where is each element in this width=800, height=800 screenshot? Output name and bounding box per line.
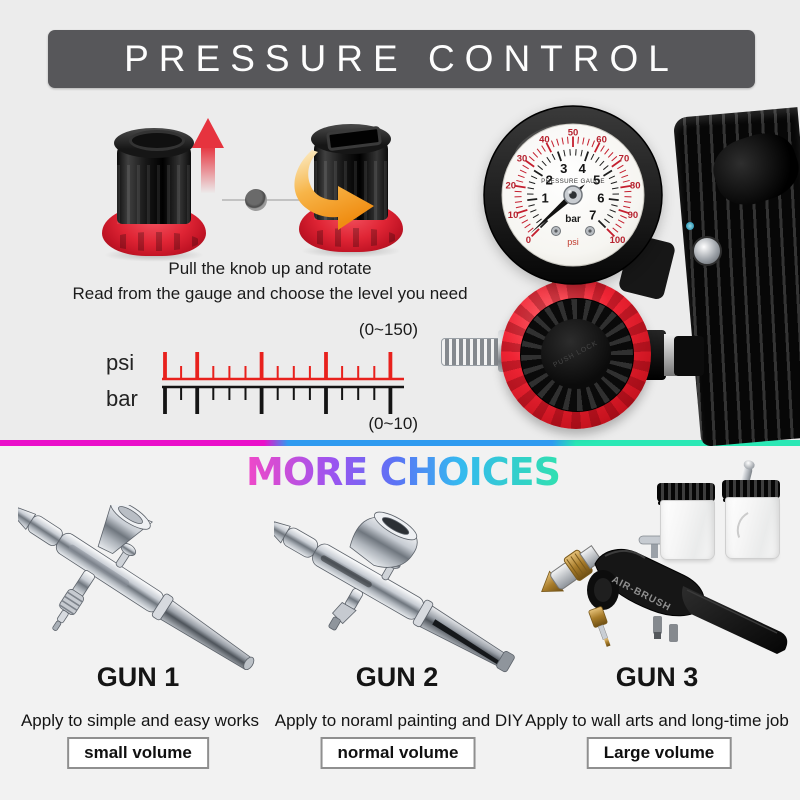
gun-3-name: GUN 3 xyxy=(615,662,699,692)
svg-text:100: 100 xyxy=(610,235,626,246)
connector-line xyxy=(222,199,314,201)
bar-range-label: (0~10) xyxy=(368,414,418,433)
svg-text:6: 6 xyxy=(597,191,604,206)
gradient-divider xyxy=(0,440,800,446)
jar-body xyxy=(725,497,780,559)
svg-text:PRESSURE GAUGE: PRESSURE GAUGE xyxy=(541,178,605,185)
psi-label: psi xyxy=(106,350,135,375)
svg-text:5: 5 xyxy=(593,173,600,188)
knob-top-groove xyxy=(129,130,185,151)
gun-1-image xyxy=(18,505,255,670)
gun-2-name: GUN 2 xyxy=(355,662,439,692)
compressor-screw xyxy=(692,236,722,266)
svg-text:90: 90 xyxy=(628,210,639,221)
svg-text:1: 1 xyxy=(542,191,549,206)
gun-2-image xyxy=(274,511,515,673)
gun-3-volume-tag: Large volume xyxy=(586,737,732,769)
bar-ruler xyxy=(162,385,404,414)
arrow-tail xyxy=(201,146,215,200)
regulator-knob-right xyxy=(299,124,403,258)
gun-3-description: Apply to wall arts and long-time job xyxy=(525,711,789,730)
rotate-arrow-icon xyxy=(294,150,374,230)
gauge-glass-glint xyxy=(514,124,570,160)
page-title: PRESSURE CONTROL xyxy=(124,38,679,79)
gun-1-name: GUN 1 xyxy=(96,662,180,692)
jar-body xyxy=(660,500,715,560)
compressor-glint xyxy=(686,222,694,230)
bar-label: bar xyxy=(106,386,138,411)
instruction-line-1: Pull the knob up and rotate xyxy=(168,259,372,278)
svg-text:7: 7 xyxy=(589,207,596,222)
svg-text:3: 3 xyxy=(560,161,567,176)
arrow-head xyxy=(192,118,224,148)
gauge-dial: 0 10 20 30 40 50 60 70 80 90 100 1 23 45 67 PRESSURE GA… xyxy=(505,128,640,248)
gun-1-volume-tag: small volume xyxy=(67,737,209,769)
gun-2-volume-tag: normal volume xyxy=(320,737,476,769)
header-banner: PRESSURE CONTROL xyxy=(48,30,755,88)
regulator-knob-left xyxy=(102,128,206,262)
connector-dot xyxy=(245,189,267,211)
svg-text:40: 40 xyxy=(539,134,550,145)
gun-3-image: AIR-BRUSH xyxy=(541,535,788,654)
connector-black-hex xyxy=(674,336,704,376)
instruction-line-2: Read from the gauge and choose the level… xyxy=(72,284,468,303)
psi-range-label: (0~150) xyxy=(358,320,418,339)
svg-text:60: 60 xyxy=(596,134,607,145)
svg-text:10: 10 xyxy=(508,210,519,221)
air-outlet-thread xyxy=(441,338,505,366)
more-choices-title: MORE CHOICES xyxy=(246,450,561,494)
svg-text:4: 4 xyxy=(579,161,587,176)
svg-text:20: 20 xyxy=(505,181,516,192)
psi-ruler xyxy=(162,352,404,381)
svg-text:2: 2 xyxy=(546,173,553,188)
pull-up-arrow-icon xyxy=(192,118,224,204)
svg-text:70: 70 xyxy=(619,153,630,164)
svg-text:30: 30 xyxy=(517,153,528,164)
connector-silver-band xyxy=(664,334,676,376)
regulator-knob-face: PUSH LOCK xyxy=(541,319,611,389)
jar-siphon-tube xyxy=(731,505,777,553)
svg-text:psi: psi xyxy=(567,237,579,247)
svg-text:0: 0 xyxy=(526,235,531,246)
pressure-gauge: 0 10 20 30 40 50 60 70 80 90 100 1 23 45 67 PRESSURE GA… xyxy=(483,105,663,285)
regulator-knob-text: PUSH LOCK xyxy=(552,339,600,369)
knob-black-body xyxy=(116,144,192,224)
svg-text:bar: bar xyxy=(565,214,581,225)
gun-2-description: Apply to noraml painting and DIY xyxy=(274,711,524,730)
gun-1-description: Apply to simple and easy works xyxy=(20,711,260,730)
svg-text:80: 80 xyxy=(630,181,641,192)
svg-text:50: 50 xyxy=(568,128,579,139)
